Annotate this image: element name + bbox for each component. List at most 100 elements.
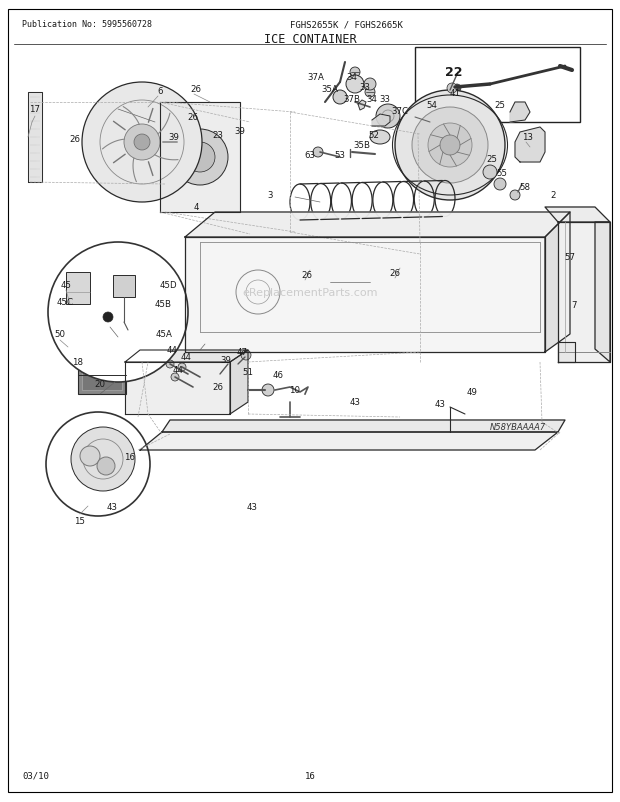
Polygon shape bbox=[515, 128, 545, 163]
Circle shape bbox=[48, 243, 188, 383]
Circle shape bbox=[440, 136, 460, 156]
Text: 53: 53 bbox=[335, 152, 345, 160]
Circle shape bbox=[178, 363, 186, 371]
Polygon shape bbox=[160, 103, 240, 213]
Circle shape bbox=[171, 374, 179, 382]
Text: 7: 7 bbox=[571, 301, 577, 310]
Polygon shape bbox=[125, 350, 248, 363]
Circle shape bbox=[166, 361, 174, 369]
Text: 16: 16 bbox=[304, 771, 316, 780]
Text: 10: 10 bbox=[290, 386, 301, 395]
Circle shape bbox=[124, 125, 160, 160]
Text: 52: 52 bbox=[368, 131, 379, 140]
Text: 6: 6 bbox=[157, 87, 162, 95]
Circle shape bbox=[71, 427, 135, 492]
Text: 4: 4 bbox=[193, 203, 199, 213]
Polygon shape bbox=[28, 93, 42, 183]
Bar bbox=[78, 357, 126, 395]
Polygon shape bbox=[558, 223, 610, 363]
Text: 34: 34 bbox=[366, 95, 378, 104]
Text: 2: 2 bbox=[550, 191, 556, 200]
Text: 45B: 45B bbox=[154, 300, 172, 309]
Circle shape bbox=[333, 91, 347, 105]
Text: 45D: 45D bbox=[159, 280, 177, 290]
Circle shape bbox=[241, 350, 251, 361]
Polygon shape bbox=[162, 420, 565, 432]
Polygon shape bbox=[125, 363, 230, 415]
Polygon shape bbox=[595, 223, 610, 363]
Text: 26: 26 bbox=[389, 268, 401, 277]
Text: 58: 58 bbox=[520, 182, 531, 191]
Text: 03/10: 03/10 bbox=[22, 771, 49, 780]
Text: 57: 57 bbox=[564, 253, 575, 262]
Text: 35A: 35A bbox=[322, 84, 339, 93]
Circle shape bbox=[46, 412, 150, 516]
Circle shape bbox=[185, 143, 215, 172]
Text: 41: 41 bbox=[450, 88, 461, 97]
Text: 43: 43 bbox=[247, 503, 257, 512]
Polygon shape bbox=[545, 208, 610, 223]
Text: 13: 13 bbox=[523, 132, 533, 141]
Text: 16: 16 bbox=[125, 453, 136, 462]
Ellipse shape bbox=[370, 131, 390, 145]
Text: 17: 17 bbox=[30, 104, 40, 113]
Circle shape bbox=[510, 191, 520, 200]
Circle shape bbox=[262, 384, 274, 396]
Text: 37A: 37A bbox=[308, 72, 324, 81]
Text: 37B: 37B bbox=[343, 95, 360, 103]
Polygon shape bbox=[545, 213, 570, 353]
Circle shape bbox=[346, 76, 364, 94]
Text: 45: 45 bbox=[61, 280, 71, 290]
Text: 26: 26 bbox=[69, 136, 81, 144]
Bar bbox=[66, 273, 90, 305]
Circle shape bbox=[82, 83, 202, 203]
Circle shape bbox=[172, 130, 228, 186]
Circle shape bbox=[412, 107, 488, 184]
Text: 26: 26 bbox=[190, 84, 202, 93]
Circle shape bbox=[80, 447, 100, 467]
Text: 43: 43 bbox=[107, 503, 118, 512]
Text: 33: 33 bbox=[360, 83, 371, 91]
Polygon shape bbox=[185, 237, 545, 353]
Text: 35B: 35B bbox=[353, 140, 371, 149]
Bar bbox=[82, 361, 122, 391]
Circle shape bbox=[365, 88, 375, 98]
Text: 25: 25 bbox=[487, 156, 497, 164]
Polygon shape bbox=[558, 342, 575, 363]
Polygon shape bbox=[372, 115, 390, 127]
Text: 45C: 45C bbox=[56, 298, 74, 307]
Circle shape bbox=[395, 91, 505, 200]
Circle shape bbox=[453, 85, 461, 93]
Text: 25: 25 bbox=[495, 100, 505, 109]
Text: 55: 55 bbox=[497, 168, 508, 177]
Text: 37C: 37C bbox=[391, 107, 409, 115]
Text: 51: 51 bbox=[242, 368, 254, 377]
Text: 3: 3 bbox=[267, 191, 273, 200]
Text: eReplacementParts.com: eReplacementParts.com bbox=[242, 288, 378, 298]
Text: 63: 63 bbox=[304, 150, 316, 160]
Text: 50: 50 bbox=[55, 330, 66, 339]
Polygon shape bbox=[358, 101, 366, 111]
Text: FGHS2655K / FGHS2665K: FGHS2655K / FGHS2665K bbox=[290, 20, 403, 29]
Polygon shape bbox=[185, 213, 570, 237]
Text: 45A: 45A bbox=[156, 330, 172, 339]
FancyArrowPatch shape bbox=[89, 457, 97, 459]
Text: 34: 34 bbox=[347, 72, 358, 81]
Text: ICE CONTAINER: ICE CONTAINER bbox=[264, 33, 356, 46]
Text: 39: 39 bbox=[169, 132, 179, 141]
Text: 43: 43 bbox=[350, 398, 360, 407]
Circle shape bbox=[494, 179, 506, 191]
Text: 15: 15 bbox=[74, 516, 86, 525]
Polygon shape bbox=[140, 432, 558, 451]
Circle shape bbox=[447, 84, 457, 94]
Text: 39: 39 bbox=[234, 127, 246, 136]
Text: 22: 22 bbox=[445, 67, 463, 79]
Circle shape bbox=[313, 148, 323, 158]
Polygon shape bbox=[510, 103, 530, 123]
Text: 23: 23 bbox=[213, 131, 223, 140]
Text: 33: 33 bbox=[379, 95, 391, 104]
Bar bbox=[415, 48, 580, 123]
Text: 49: 49 bbox=[467, 388, 477, 397]
Circle shape bbox=[97, 457, 115, 476]
Circle shape bbox=[350, 68, 360, 78]
